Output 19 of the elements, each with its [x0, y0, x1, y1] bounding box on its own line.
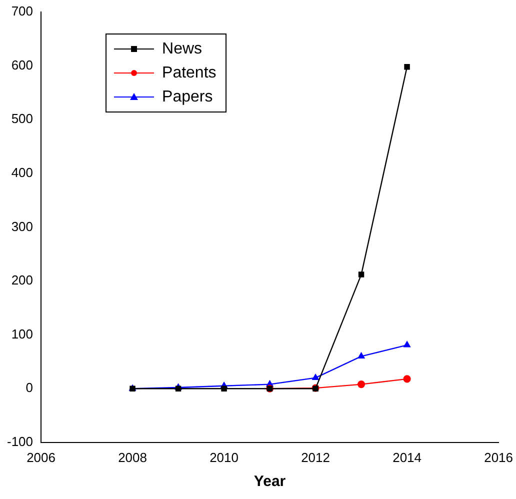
- legend-label: Papers: [162, 88, 213, 106]
- x-tick-label: 2014: [392, 450, 422, 465]
- y-tick-label: 200: [11, 272, 34, 288]
- y-tick-label: -100: [6, 434, 34, 449]
- legend-label: Patents: [162, 64, 216, 82]
- x-axis-title: Year: [254, 473, 286, 490]
- y-tick-label: 700: [11, 4, 34, 19]
- x-tick-label: 2006: [26, 450, 56, 465]
- y-tick-label: 600: [11, 57, 34, 72]
- x-tick-label: 2010: [210, 450, 238, 465]
- x-tick-label: 2012: [301, 450, 330, 465]
- y-tick-label: 400: [11, 164, 34, 180]
- y-tick-label: 100: [11, 326, 34, 342]
- x-tick-label: 2016: [484, 450, 513, 465]
- y-tick-label: 300: [11, 218, 34, 234]
- y-tick-label: 500: [11, 111, 34, 126]
- legend-label: News: [162, 40, 202, 58]
- x-tick-label: 2008: [118, 450, 147, 465]
- y-tick-label: 0: [26, 380, 34, 396]
